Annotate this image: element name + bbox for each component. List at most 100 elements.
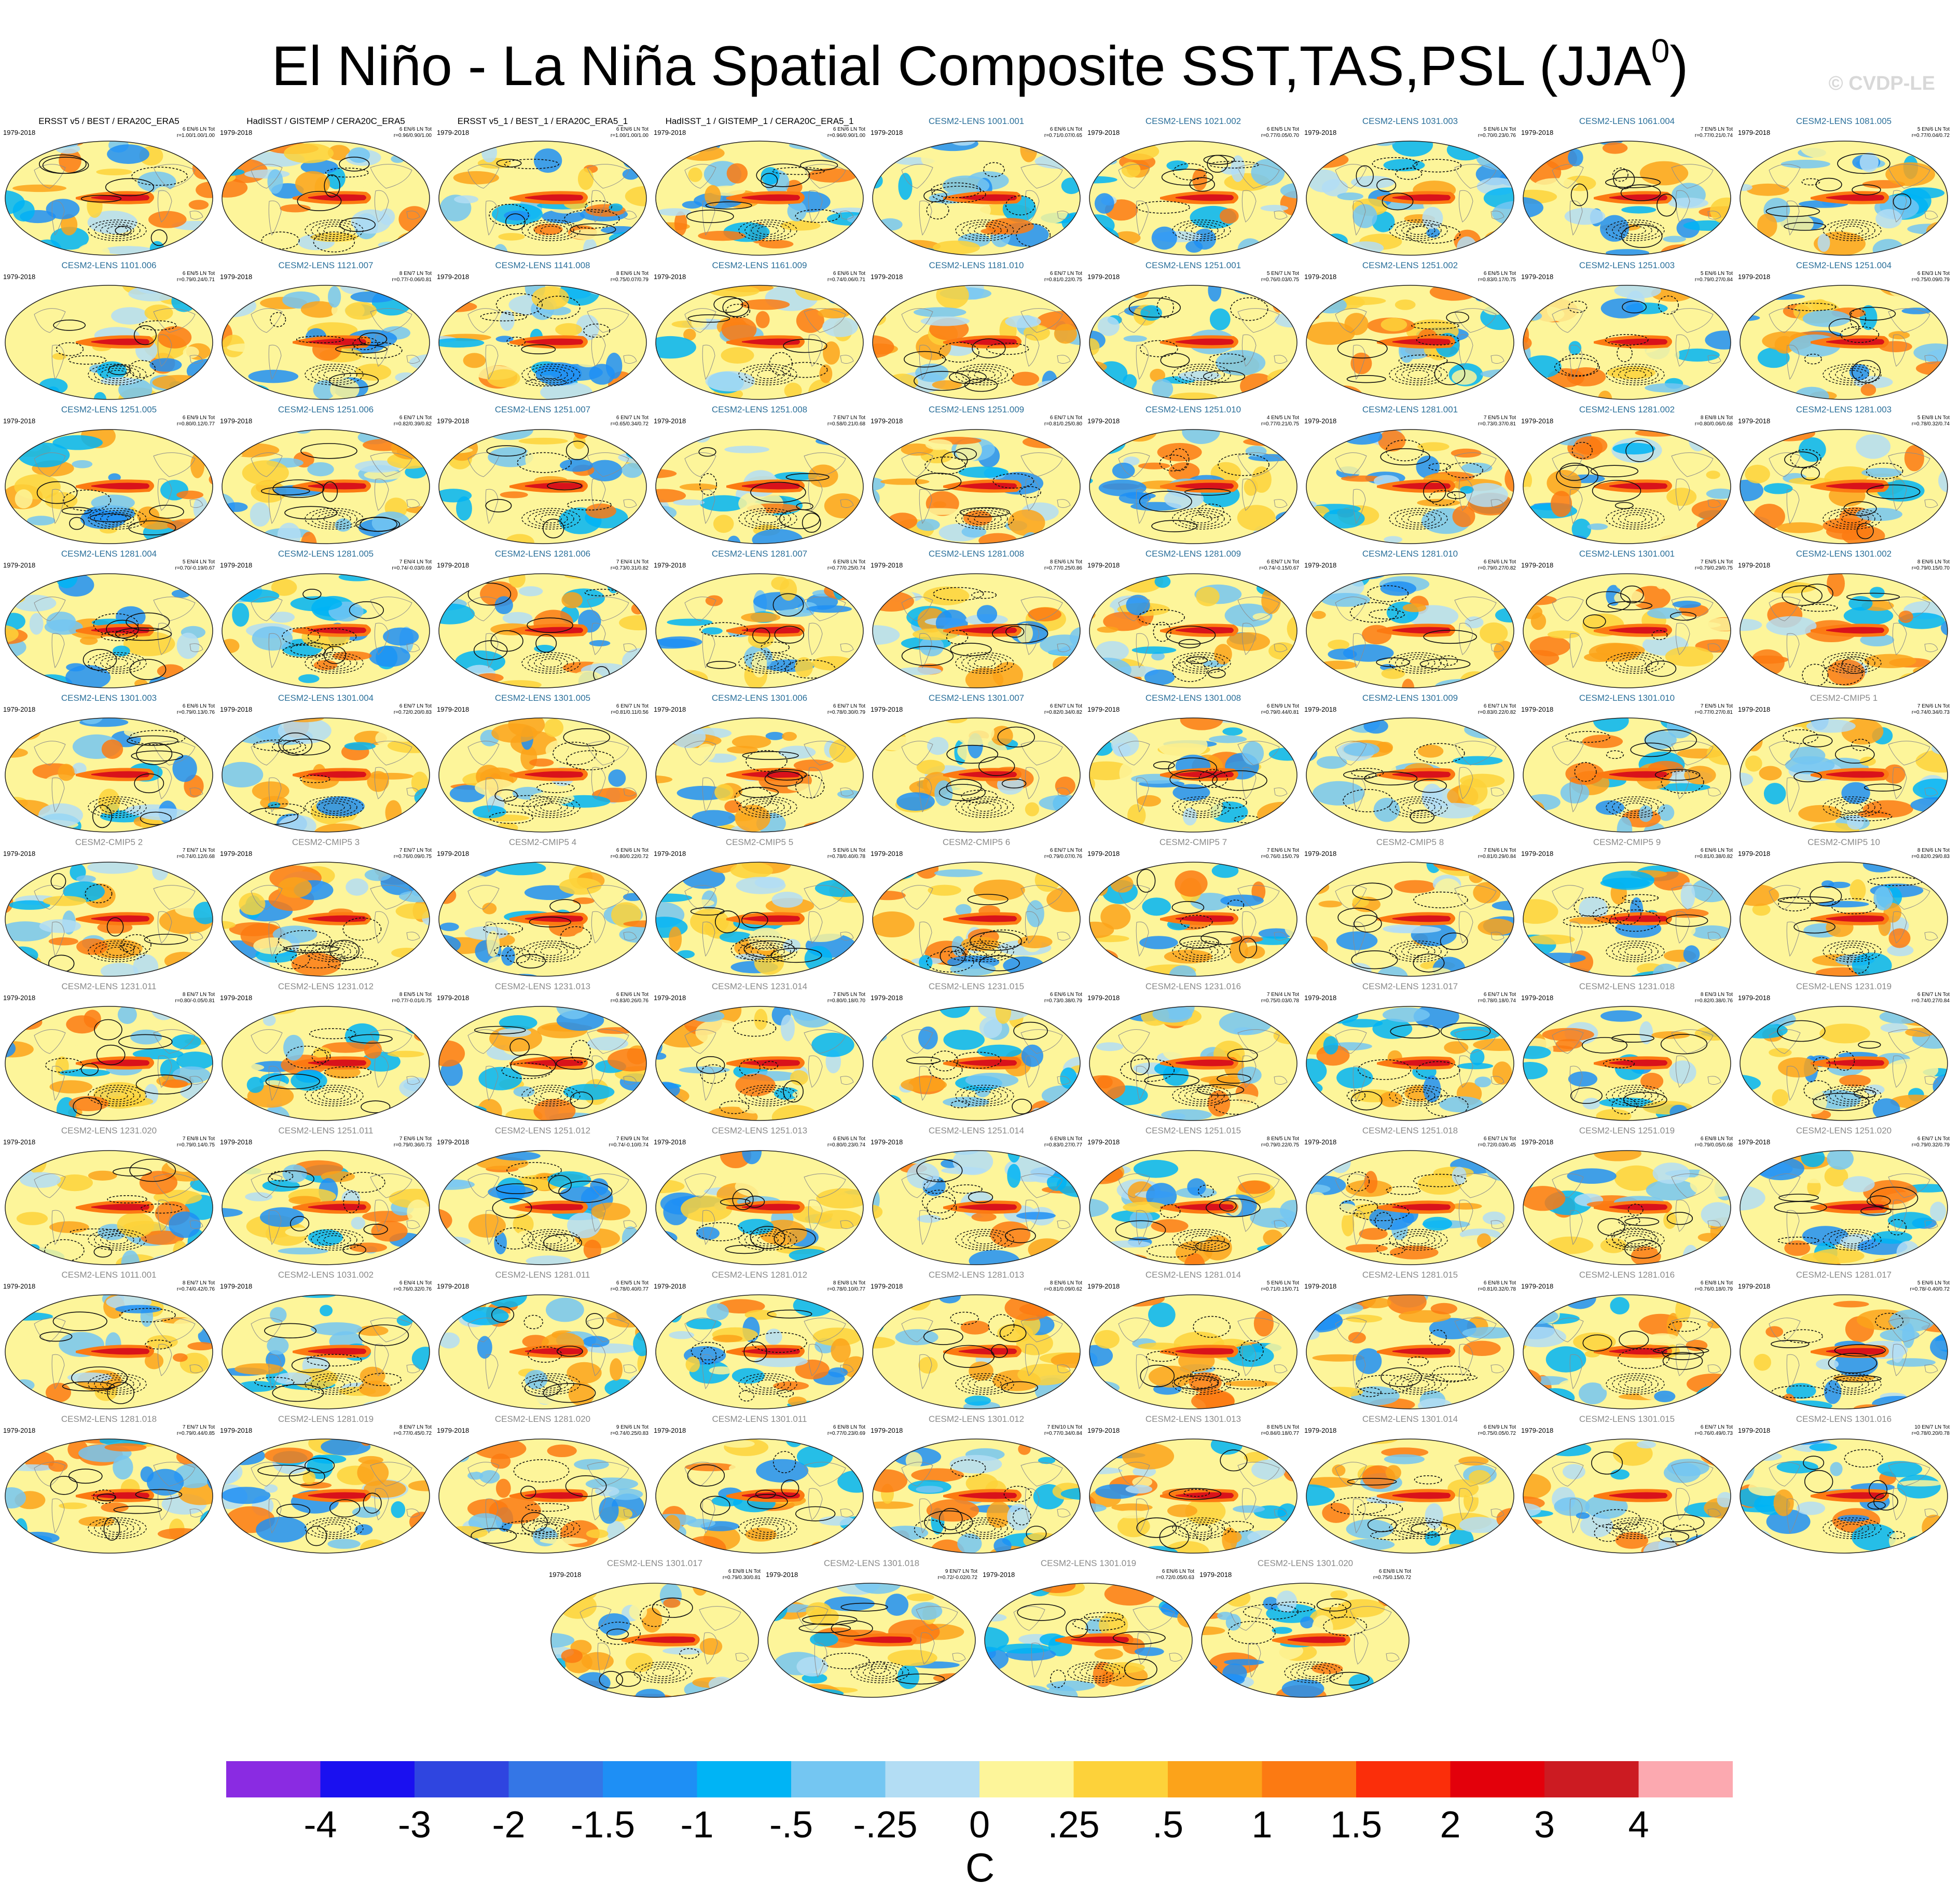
panel-event-counts: 4 EN/5 LN Tot: [1266, 415, 1299, 421]
panel-stats: 6 EN/5 LN Tot r=0.79/0.24/0.71: [177, 271, 215, 283]
psl-contour: [494, 946, 521, 957]
enso-warm-core: [308, 482, 366, 490]
psl-contour: [1189, 177, 1215, 192]
coastline: [1241, 911, 1257, 944]
panel-title: CESM2-LENS 1231.015: [928, 981, 1025, 991]
psl-contour: [946, 744, 999, 764]
coastline: [1335, 164, 1367, 189]
anomaly-patch: [518, 437, 568, 445]
psl-contour: [1136, 201, 1190, 214]
panel-pattern-correlations: r=0.72/0.03/0.45: [1478, 1142, 1516, 1148]
anomaly-patch: [1523, 663, 1537, 671]
panel-pattern-correlations: r=0.73/0.31/0.82: [610, 565, 648, 571]
anomaly-patch: [1049, 1228, 1064, 1235]
anomaly-patch: [1459, 773, 1505, 788]
psl-contour: [349, 601, 384, 619]
psl-contour-southern: [1389, 1085, 1448, 1106]
psl-contour-southern: [1829, 654, 1875, 672]
psl-contour: [260, 487, 310, 495]
psl-contour: [1423, 630, 1478, 644]
anomaly-patch: [193, 811, 213, 823]
anomaly-patch: [1272, 966, 1296, 976]
coastline: [406, 1076, 420, 1085]
psl-contour: [1771, 1385, 1827, 1399]
map-border: [1523, 429, 1731, 544]
anomaly-patch: [1119, 763, 1133, 784]
coastline: [1458, 478, 1473, 511]
coastline: [251, 885, 283, 910]
anomaly-patch: [1750, 649, 1785, 676]
psl-contour-southern: [1184, 945, 1219, 958]
psl-contour-southern: [317, 512, 351, 525]
map-panel: CESM2-LENS 1101.006 1979-2018 6 EN/5 LN To…: [3, 260, 215, 402]
map-border: [1523, 1006, 1731, 1121]
anomaly-patch: [13, 143, 30, 154]
psl-contour-southern: [540, 1379, 562, 1389]
anomaly-patch: [1306, 718, 1319, 745]
anomaly-patch: [961, 525, 987, 538]
coastline: [370, 1173, 412, 1198]
anomaly-patch: [544, 718, 564, 737]
coastline: [919, 489, 932, 524]
coastline: [1924, 643, 1938, 653]
coastline: [1454, 164, 1497, 189]
coastline: [1769, 1029, 1801, 1054]
psl-contour: [1205, 1198, 1261, 1217]
coastline: [1924, 211, 1938, 220]
panel-pattern-correlations: r=0.74/0.06/0.71: [827, 277, 865, 283]
anomaly-patch: [1329, 1115, 1356, 1120]
coastline: [1671, 885, 1714, 910]
panel-years: 1979-2018: [437, 273, 470, 281]
anomaly-patch: [1034, 868, 1060, 892]
psl-contour-southern: [317, 368, 351, 381]
anomaly-patch: [44, 619, 83, 635]
anomaly-patch: [529, 238, 559, 248]
anomaly-patch: [246, 1076, 264, 1093]
psl-contour: [489, 204, 529, 227]
panel-stats: 6 EN/6 LN Tot r=0.80/0.23/0.74: [827, 1136, 865, 1148]
panel-years: 1979-2018: [437, 705, 470, 713]
psl-contour: [983, 162, 1005, 177]
panel-event-counts: 8 EN/6 LN Tot: [1050, 1280, 1082, 1286]
anomaly-patch: [99, 1096, 154, 1107]
panel-event-counts: 7 EN/5 LN Tot: [1700, 559, 1733, 565]
anomaly-patch: [1172, 784, 1210, 801]
psl-contour: [1837, 153, 1890, 174]
psl-contour: [119, 1308, 176, 1323]
psl-contour-southern: [1835, 368, 1869, 381]
coastline: [153, 885, 196, 910]
coastline: [1888, 1173, 1930, 1198]
psl-contour: [1239, 937, 1258, 959]
map-panel: HadISST / GISTEMP / CERA20C_ERA5 1979-201…: [220, 116, 432, 257]
anomaly-patch: [477, 471, 516, 479]
anomaly-patch: [1373, 797, 1400, 822]
enso-warm-core: [1826, 1059, 1884, 1067]
anomaly-patch: [1324, 233, 1348, 249]
psl-contour-southern: [1823, 1085, 1882, 1106]
coastline: [268, 921, 282, 957]
psl-contour: [135, 1074, 192, 1095]
coastline: [51, 1065, 65, 1101]
psl-contour: [795, 774, 825, 798]
anomaly-patch: [656, 1053, 667, 1060]
anomaly-patch: [1665, 646, 1714, 667]
psl-contour-southern: [521, 1373, 581, 1395]
composite-map: [222, 1150, 430, 1265]
anomaly-patch: [1054, 1403, 1077, 1409]
anomaly-patch: [80, 636, 98, 645]
anomaly-patch: [1483, 187, 1514, 209]
coastline: [370, 1029, 412, 1054]
anomaly-patch: [1724, 820, 1731, 832]
anomaly-patch: [712, 1335, 743, 1343]
anomaly-patch: [777, 609, 815, 617]
enso-warm-core: [1176, 1348, 1234, 1355]
anomaly-patch: [1817, 233, 1830, 252]
coastline: [1237, 308, 1280, 333]
anomaly-patch: [1587, 523, 1608, 530]
coastline: [840, 1364, 854, 1374]
panel-event-counts: 6 EN/6 LN Tot: [616, 127, 648, 132]
psl-contour-southern: [1389, 1229, 1448, 1251]
panel-stats: 7 EN/4 LN Tot r=0.75/0.03/0.78: [1261, 992, 1299, 1004]
psl-contour-southern: [757, 658, 779, 668]
coastline: [1569, 1354, 1583, 1390]
